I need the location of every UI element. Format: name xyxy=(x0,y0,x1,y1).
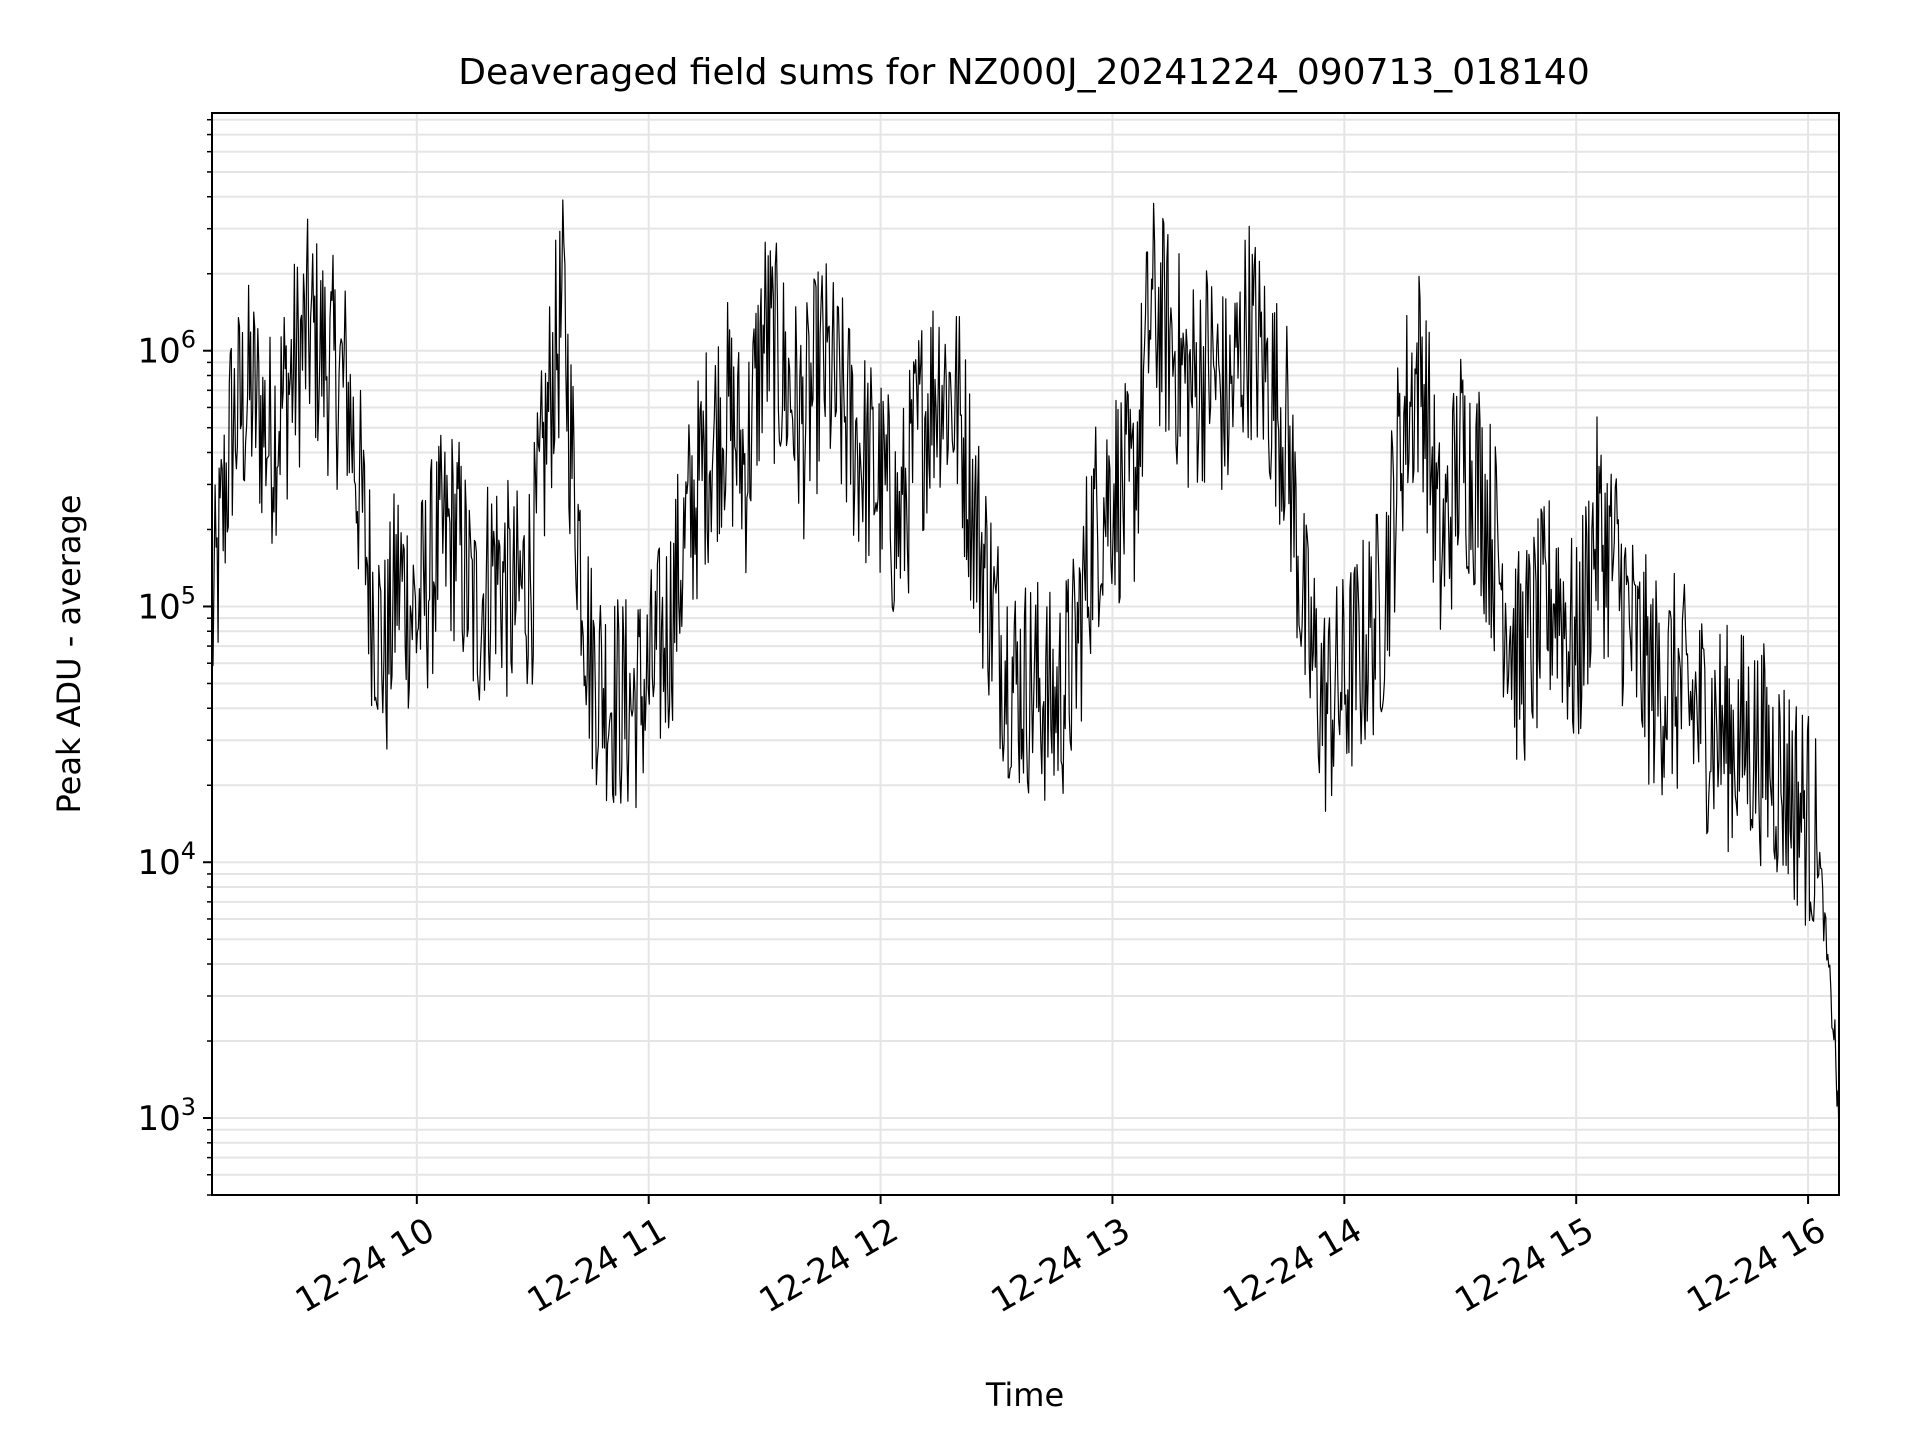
x-tick-label: 12-24 15 xyxy=(1448,1210,1600,1321)
x-axis-label: Time xyxy=(985,1376,1064,1414)
x-tick-label: 12-24 16 xyxy=(1680,1210,1832,1321)
plot-frame xyxy=(211,112,1840,1196)
x-tick-label: 12-24 11 xyxy=(521,1210,673,1321)
chart-title: Deaveraged field sums for NZ000J_2024122… xyxy=(458,52,1589,93)
y-tick-label: 106 xyxy=(137,326,196,372)
plot-area xyxy=(211,112,1840,1196)
minor-gridlines xyxy=(212,118,1839,1196)
y-axis: 103 104 105 106 xyxy=(137,118,212,1196)
x-axis: 12-24 10 12-24 11 12-24 12 12-24 13 12-24 14… xyxy=(289,1195,1833,1321)
series-line xyxy=(211,199,1840,1137)
y-tick-label: 104 xyxy=(137,837,196,883)
x-tick-label: 12-24 10 xyxy=(289,1210,441,1321)
y-tick-label: 103 xyxy=(137,1093,196,1139)
x-tick-label: 12-24 14 xyxy=(1216,1210,1368,1321)
x-tick-label: 12-24 13 xyxy=(985,1210,1137,1321)
y-tick-label: 105 xyxy=(137,581,196,627)
x-tick-label: 12-24 12 xyxy=(753,1210,905,1321)
y-axis-label: Peak ADU - average xyxy=(50,495,88,814)
